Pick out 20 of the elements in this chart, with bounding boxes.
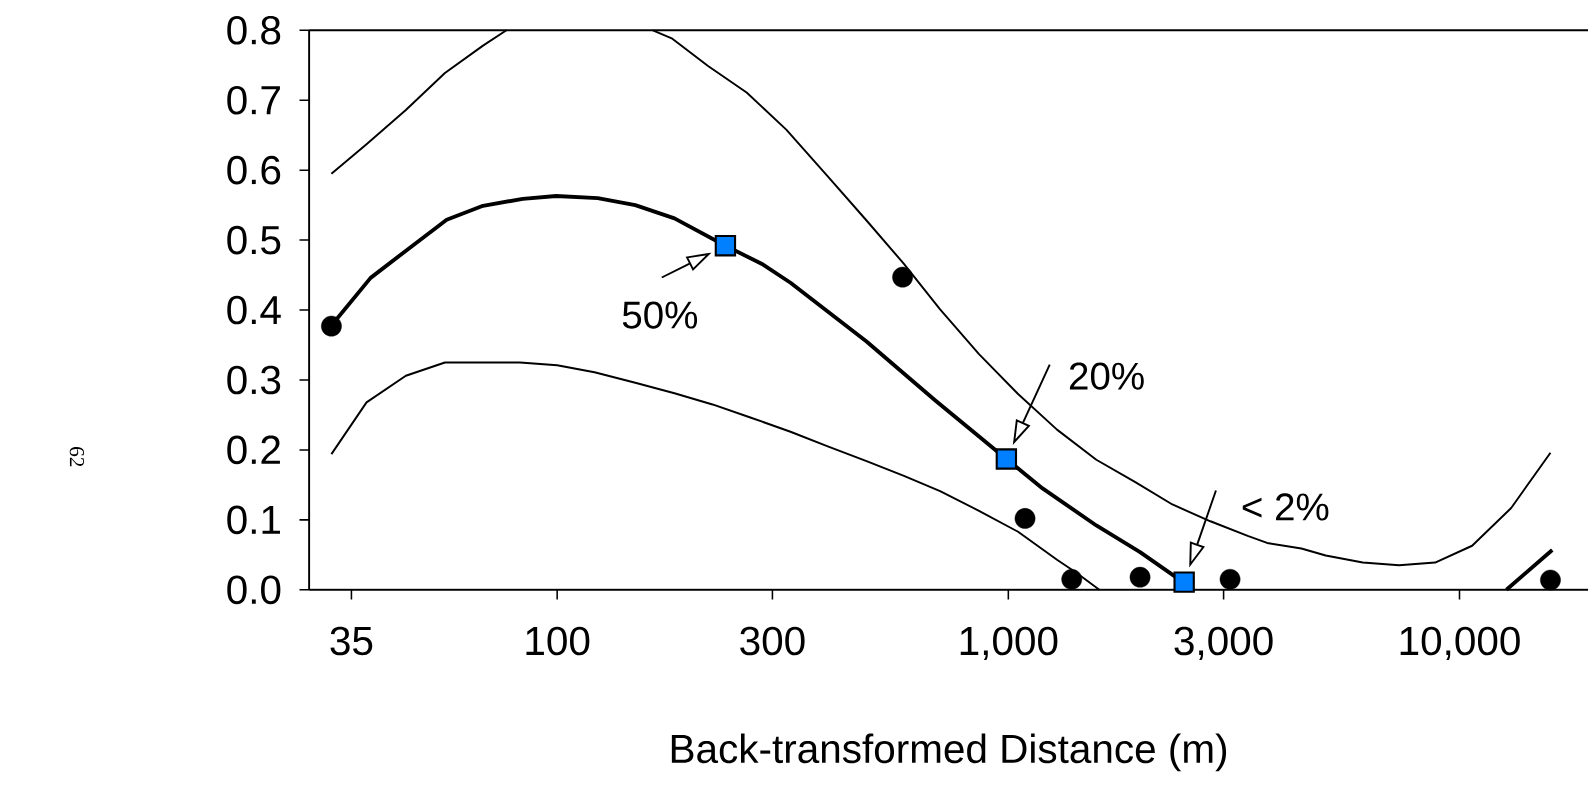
y-tick-label: 0.8 <box>227 16 281 45</box>
y-tick-label: 0.5 <box>227 225 281 255</box>
annotation: < 2% <box>1242 493 1329 521</box>
annotation: 50% <box>622 301 698 329</box>
y-tick-label: 0.6 <box>227 155 281 185</box>
x-tick-label: 1,000 <box>960 626 1058 661</box>
y-tick-label: 0.1 <box>227 505 280 535</box>
x-tick-label: 300 <box>740 626 805 656</box>
text: 62 <box>69 447 84 467</box>
y-tick-label: 0.7 <box>227 86 280 115</box>
annotation: 20% <box>1069 362 1144 390</box>
x-tick-label: 3,000 <box>1174 626 1273 661</box>
y-tick-label: 0.0 <box>227 575 281 605</box>
x-tick-label: 100 <box>526 626 590 656</box>
x-tick-label: 10,000 <box>1400 626 1520 661</box>
y-tick-label: 0.4 <box>227 295 281 325</box>
x-axis-title: Back-transformed Distance (m) <box>671 733 1227 772</box>
y-tick-label: 0.3 <box>227 365 281 395</box>
y-tick-label: 0.2 <box>227 435 280 465</box>
x-tick-label: 35 <box>330 626 373 656</box>
